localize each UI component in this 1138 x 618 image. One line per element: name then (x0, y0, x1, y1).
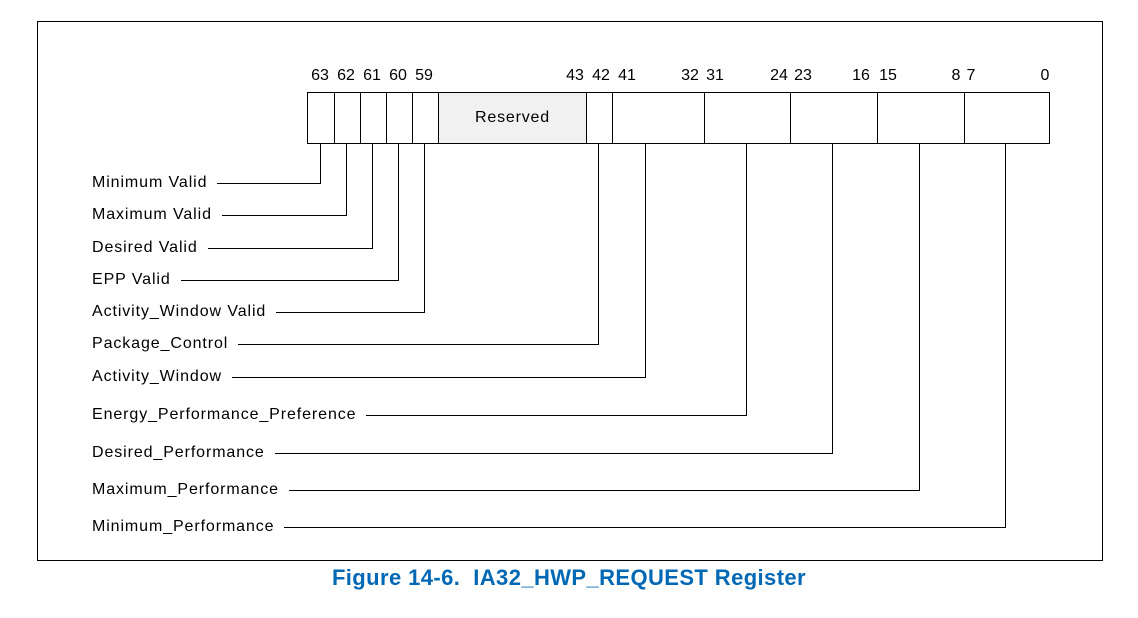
callout-line-h-desired-performance (275, 453, 833, 454)
figure-frame (37, 21, 1103, 561)
callout-line-v-epp-valid (398, 144, 399, 281)
figure-caption: Figure 14-6. IA32_HWP_REQUEST Register (331, 565, 807, 590)
callout-line-h-activity-window-valid (276, 312, 425, 313)
bit-label-61: 61 (363, 67, 381, 84)
field-desired-valid (360, 93, 386, 143)
callout-label-minimum-valid: Minimum Valid (92, 174, 208, 191)
field-desired-performance (790, 93, 877, 143)
bit-label-32: 32 (681, 67, 699, 84)
bit-label-23: 23 (794, 67, 812, 84)
callout-label-energy-performance-preference: Energy_Performance_Preference (92, 406, 357, 423)
field-energy-performance-preference (704, 93, 790, 143)
callout-label-desired-valid: Desired Valid (92, 239, 198, 256)
bit-label-0: 0 (1040, 67, 1050, 84)
bit-label-63: 63 (311, 67, 329, 84)
callout-line-h-minimum-performance (284, 527, 1006, 528)
bit-label-59: 59 (415, 67, 433, 84)
callout-label-desired-performance: Desired_Performance (92, 444, 265, 461)
bit-label-15: 15 (879, 67, 897, 84)
callout-label-maximum-performance: Maximum_Performance (92, 481, 279, 498)
field-package-control (586, 93, 612, 143)
callout-line-v-minimum-performance (1005, 144, 1006, 528)
field-maximum-valid (334, 93, 360, 143)
callout-line-v-package-control (598, 144, 599, 345)
bit-label-7: 7 (966, 67, 976, 84)
callout-line-v-energy-performance-preference (746, 144, 747, 416)
callout-line-h-activity-window (232, 377, 646, 378)
callout-label-package-control: Package_Control (92, 335, 229, 352)
callout-line-h-maximum-performance (289, 490, 920, 491)
field-minimum-performance (964, 93, 1051, 143)
field-reserved: Reserved (438, 93, 586, 143)
callout-label-epp-valid: EPP Valid (92, 271, 171, 288)
callout-line-h-maximum-valid (222, 215, 347, 216)
bit-label-42: 42 (592, 67, 610, 84)
field-minimum-valid (308, 93, 334, 143)
field-epp-valid (386, 93, 412, 143)
callout-line-v-maximum-valid (346, 144, 347, 216)
callout-label-activity-window-valid: Activity_Window Valid (92, 303, 267, 320)
callout-line-h-package-control (238, 344, 599, 345)
callout-line-v-desired-performance (832, 144, 833, 454)
bit-label-43: 43 (566, 67, 584, 84)
field-activity-window-valid (412, 93, 438, 143)
bit-label-62: 62 (337, 67, 355, 84)
callout-line-v-desired-valid (372, 144, 373, 249)
callout-line-h-epp-valid (181, 280, 399, 281)
bit-label-24: 24 (770, 67, 788, 84)
field-activity-window (612, 93, 704, 143)
callout-line-v-maximum-performance (919, 144, 920, 491)
callout-line-v-minimum-valid (320, 144, 321, 184)
callout-label-maximum-valid: Maximum Valid (92, 206, 212, 223)
callout-line-h-minimum-valid (217, 183, 321, 184)
callout-line-h-desired-valid (208, 248, 373, 249)
bit-label-8: 8 (951, 67, 961, 84)
callout-line-v-activity-window (645, 144, 646, 378)
callout-label-minimum-performance: Minimum_Performance (92, 518, 275, 535)
bit-label-41: 41 (618, 67, 636, 84)
bit-label-60: 60 (389, 67, 407, 84)
reserved-label: Reserved (475, 109, 550, 126)
register-box: Reserved (307, 92, 1050, 144)
field-maximum-performance (877, 93, 964, 143)
callout-label-activity-window: Activity_Window (92, 368, 222, 385)
bit-label-16: 16 (852, 67, 870, 84)
bit-label-31: 31 (706, 67, 724, 84)
callout-line-v-activity-window-valid (424, 144, 425, 313)
callout-line-h-energy-performance-preference (366, 415, 747, 416)
